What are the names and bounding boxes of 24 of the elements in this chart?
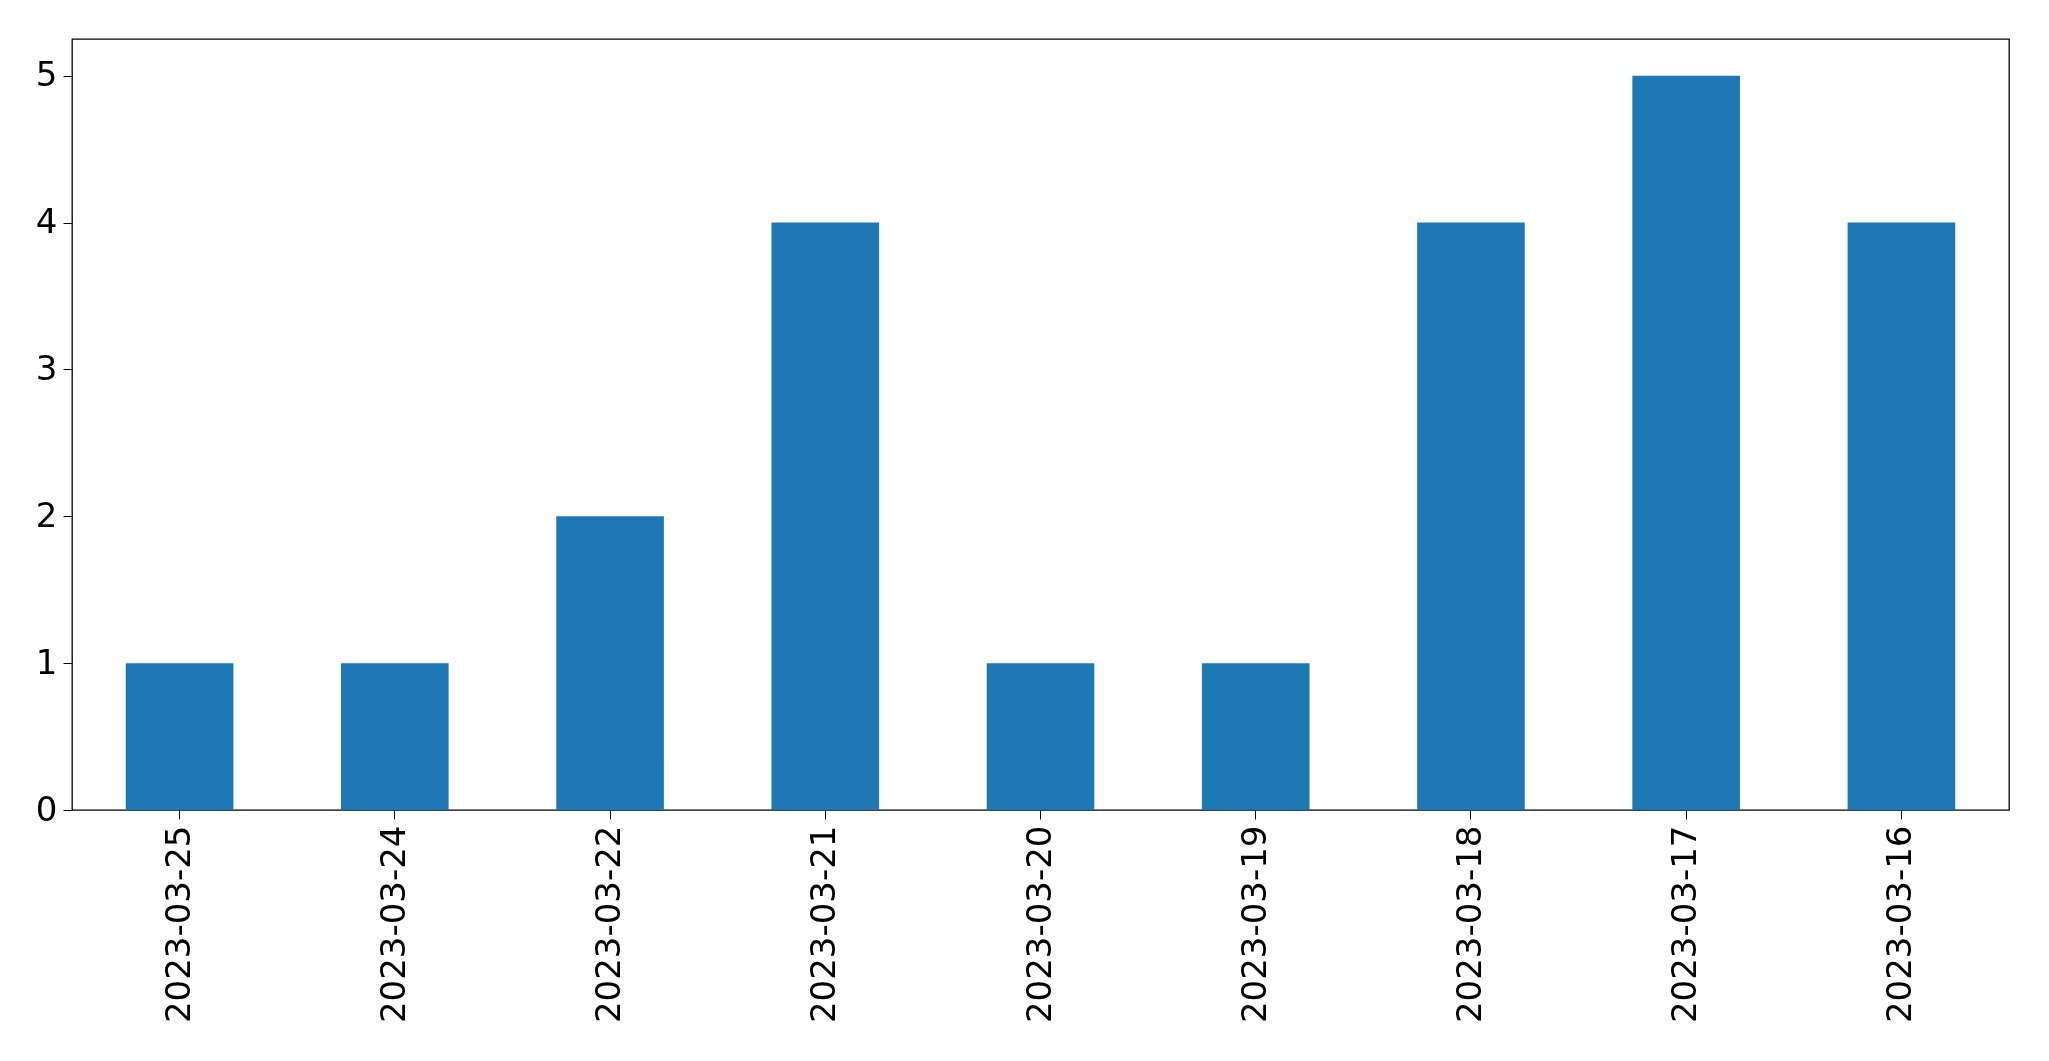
bar	[1632, 75, 1740, 810]
bar	[1847, 222, 1956, 810]
y-tick-label: 0	[35, 788, 58, 829]
x-tick-label: 2023-03-16	[1879, 825, 1920, 1024]
y-tick-label: 4	[35, 201, 58, 242]
x-tick-label: 2023-03-25	[157, 825, 198, 1024]
x-tick-label: 2023-03-19	[1233, 825, 1274, 1024]
y-tick-label: 1	[35, 641, 58, 682]
x-tick-label: 2023-03-21	[803, 825, 844, 1024]
bar	[125, 663, 234, 810]
y-tick-label: 5	[35, 54, 58, 95]
bar	[341, 663, 449, 810]
y-tick-label: 2	[35, 494, 58, 535]
y-tick-label: 3	[35, 347, 58, 388]
bar	[1201, 663, 1310, 810]
bar	[1417, 222, 1525, 810]
bar	[771, 222, 880, 810]
bar	[556, 516, 664, 810]
x-tick-label: 2023-03-18	[1448, 825, 1489, 1024]
x-tick-label: 2023-03-22	[588, 825, 629, 1024]
x-tick-label: 2023-03-24	[372, 825, 413, 1024]
x-tick-label: 2023-03-17	[1664, 825, 1705, 1024]
x-tick-label: 2023-03-20	[1018, 825, 1059, 1024]
bar	[986, 663, 1095, 810]
